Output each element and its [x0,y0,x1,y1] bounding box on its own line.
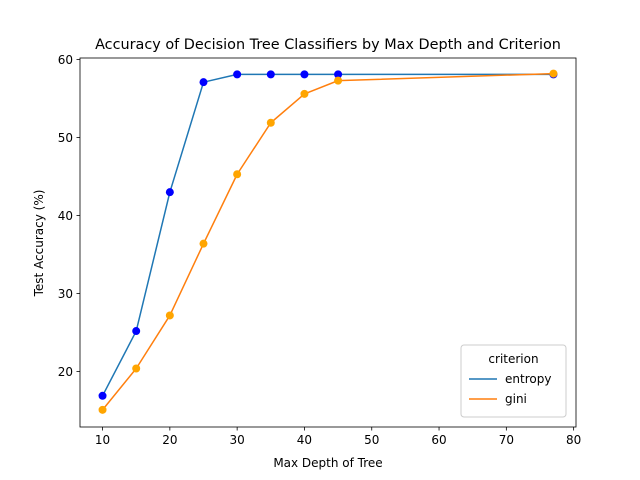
series-gini [98,69,558,414]
plot-area [79,57,577,428]
data-point-gini [233,170,242,179]
y-tick-label: 40 [58,209,73,223]
series-layer [98,69,558,414]
data-point-gini [132,364,141,373]
y-tick-label: 60 [58,53,73,67]
x-axis-title: Max Depth of Tree [273,456,382,470]
y-tick-label: 20 [58,365,73,379]
plot-frame [79,57,577,428]
data-point-gini [98,405,107,414]
x-tick-label: 50 [364,433,379,447]
data-point-entropy [132,327,141,336]
data-point-gini [300,89,309,98]
data-point-entropy [98,391,107,400]
data-point-gini [334,76,343,85]
data-point-gini [266,118,275,127]
legend: criterion entropy gini [460,344,567,418]
data-point-entropy [199,78,208,87]
y-axis-title: Test Accuracy (%) [32,190,46,298]
legend-label-gini: gini [505,392,527,406]
x-tick-label: 70 [499,433,514,447]
data-point-gini [199,239,208,248]
legend-title: criterion [488,352,538,366]
x-tick-label: 40 [297,433,312,447]
data-point-gini [165,311,174,320]
data-point-entropy [334,70,343,79]
data-point-entropy [233,70,242,79]
legend-label-entropy: entropy [505,372,551,386]
chart-title: Accuracy of Decision Tree Classifiers by… [95,37,561,53]
y-axis: 20 30 40 50 60 [58,53,80,379]
data-point-entropy [165,188,174,197]
x-tick-label: 20 [162,433,177,447]
y-tick-label: 30 [58,287,73,301]
data-point-entropy [266,70,275,79]
data-point-gini [549,69,558,78]
x-tick-label: 80 [566,433,581,447]
x-tick-label: 60 [431,433,446,447]
data-point-entropy [300,70,309,79]
x-tick-label: 30 [230,433,245,447]
x-axis: 10 20 30 40 50 60 70 80 [95,427,581,447]
x-tick-label: 10 [95,433,110,447]
y-tick-label: 50 [58,131,73,145]
